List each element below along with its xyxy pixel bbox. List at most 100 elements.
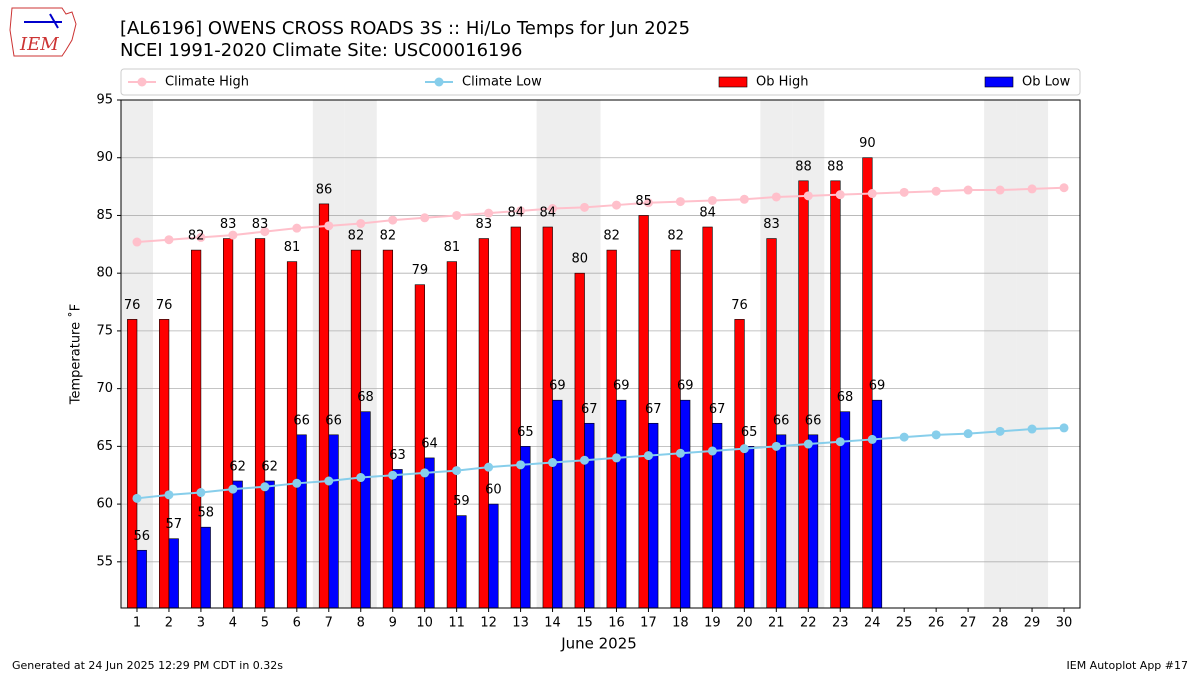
x-tick-label: 14 — [544, 616, 561, 631]
data-label: 62 — [229, 460, 246, 475]
bar — [200, 526, 211, 609]
y-tick-label: 80 — [96, 266, 113, 281]
data-label: 88 — [795, 159, 812, 174]
line — [136, 186, 1065, 244]
bar — [382, 249, 394, 609]
data-label: 62 — [261, 460, 278, 475]
logo-outline — [9, 7, 77, 57]
bar — [542, 226, 553, 609]
line-point — [260, 227, 270, 237]
weekend-shade — [984, 100, 1017, 608]
data-label: 80 — [571, 252, 588, 267]
line-point — [292, 478, 302, 488]
data-label: 86 — [316, 182, 333, 197]
bar — [744, 446, 755, 609]
data-label: 82 — [188, 229, 205, 244]
line-point — [803, 439, 813, 449]
x-tick-label: 12 — [480, 616, 497, 631]
x-tick-label: 7 — [325, 616, 333, 631]
bar — [488, 503, 499, 609]
line-point — [196, 488, 206, 498]
line-point — [739, 444, 749, 454]
bar — [584, 422, 595, 609]
bar — [191, 249, 202, 609]
y-tick-label: 85 — [96, 208, 113, 223]
chart-subtitle: NCEI 1991-2020 Climate Site: USC00016196 — [120, 40, 522, 61]
y-tick-label: 65 — [96, 439, 113, 454]
y-tick-label: 70 — [96, 381, 113, 396]
x-tick-label: 3 — [197, 616, 205, 631]
line — [136, 426, 1065, 500]
line-point — [356, 473, 366, 483]
line-point — [356, 219, 366, 229]
legend-label: Climate High — [165, 75, 249, 90]
line-point — [675, 448, 685, 458]
x-tick-label: 13 — [512, 616, 529, 631]
bar — [807, 434, 819, 609]
line-point — [803, 191, 813, 201]
line-point — [771, 441, 781, 451]
bar — [680, 399, 691, 609]
x-tick-label: 1 — [133, 616, 141, 631]
line-point — [260, 482, 270, 492]
y-tick-label: 55 — [96, 554, 113, 569]
legend-label: Ob Low — [1022, 75, 1071, 90]
y-tick-label: 90 — [96, 150, 113, 165]
x-tick-label: 10 — [416, 616, 433, 631]
line-point — [1059, 183, 1069, 193]
bar — [328, 434, 339, 609]
data-label: 65 — [517, 425, 534, 440]
data-label: 66 — [325, 413, 342, 428]
data-label: 66 — [293, 413, 310, 428]
data-label: 83 — [476, 217, 493, 232]
bar — [286, 261, 298, 609]
line-point — [643, 198, 653, 208]
bar — [168, 538, 179, 609]
legend-swatch — [718, 76, 748, 88]
x-tick-label: 4 — [229, 616, 237, 631]
plot-frame — [120, 99, 1081, 609]
bar — [478, 238, 489, 609]
line-point — [420, 213, 430, 223]
line-point — [388, 215, 398, 225]
line-point — [196, 232, 206, 242]
x-tick-label: 29 — [1024, 616, 1041, 631]
data-label: 63 — [389, 448, 406, 463]
x-tick-label: 17 — [640, 616, 657, 631]
data-label: 66 — [773, 413, 790, 428]
x-tick-label: 2 — [165, 616, 173, 631]
line-point — [835, 437, 845, 447]
logo-icon — [49, 13, 59, 29]
x-tick-label: 11 — [448, 616, 465, 631]
data-label: 69 — [869, 379, 886, 394]
data-label: 69 — [613, 379, 630, 394]
line-point — [228, 230, 238, 240]
line-point — [484, 462, 494, 472]
legend-swatch — [137, 77, 147, 87]
data-label: 81 — [284, 240, 301, 255]
x-tick-label: 15 — [576, 616, 593, 631]
data-label: 82 — [603, 229, 620, 244]
line-point — [388, 470, 398, 480]
bar — [350, 249, 362, 609]
x-tick-label: 23 — [832, 616, 849, 631]
data-label: 90 — [859, 136, 876, 151]
bar — [776, 434, 787, 609]
x-tick-label: 28 — [992, 616, 1009, 631]
data-label: 69 — [677, 379, 694, 394]
data-label: 79 — [412, 263, 429, 278]
y-tick-label: 75 — [96, 323, 113, 338]
bar — [510, 226, 521, 609]
x-tick-label: 6 — [293, 616, 301, 631]
bar — [264, 480, 275, 609]
line-point — [931, 430, 941, 440]
data-label: 68 — [837, 390, 854, 405]
y-tick-label: 60 — [96, 497, 113, 512]
data-label: 83 — [220, 217, 237, 232]
x-tick-label: 8 — [357, 616, 365, 631]
bar — [232, 480, 243, 609]
legend-label: Ob High — [756, 75, 809, 90]
x-axis-label: June 2025 — [560, 635, 637, 653]
data-label: 82 — [667, 229, 684, 244]
bar — [296, 434, 307, 609]
